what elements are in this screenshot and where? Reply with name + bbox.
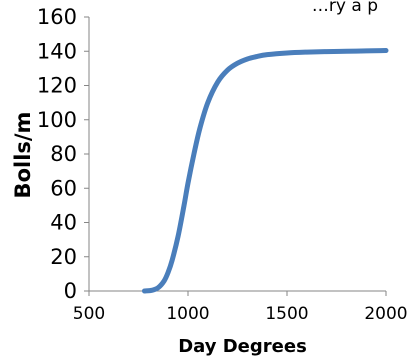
y-axis-title: Bolls/m <box>11 112 35 199</box>
series-line <box>141 48 389 294</box>
y-tick-label: 60 <box>50 176 77 200</box>
x-tick-label: 1500 <box>265 304 308 324</box>
y-tick-label: 120 <box>37 74 77 98</box>
x-tick-label: 1000 <box>166 304 209 324</box>
x-axis-title: Day Degrees <box>178 336 307 357</box>
x-tick-label: 500 <box>73 304 105 324</box>
chart-title-fragment: …ry a p <box>312 0 378 16</box>
x-axis-ticks: 500 1000 1500 2000 <box>73 291 408 324</box>
y-axis-ticks: 0 20 40 60 80 100 120 140 160 <box>37 5 89 303</box>
y-tick-label: 100 <box>37 108 77 132</box>
y-tick-label: 0 <box>64 279 77 303</box>
y-tick-label: 20 <box>50 245 77 269</box>
y-tick-label: 40 <box>50 211 77 235</box>
y-tick-label: 140 <box>37 39 77 63</box>
y-tick-label: 80 <box>50 142 77 166</box>
y-tick-label: 160 <box>37 5 77 29</box>
x-tick-label: 2000 <box>364 304 407 324</box>
